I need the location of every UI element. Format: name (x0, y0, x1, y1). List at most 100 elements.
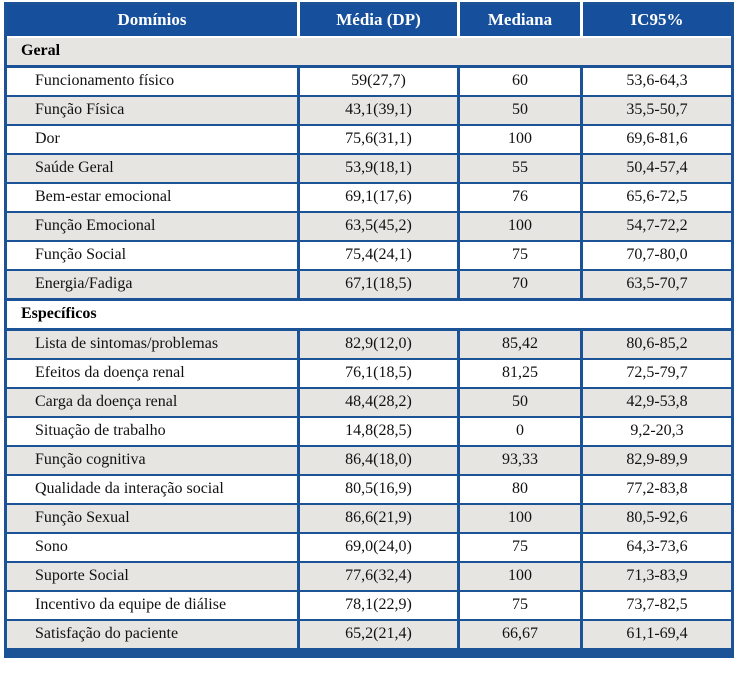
ic95-cell: 82,9-89,9 (580, 445, 733, 475)
table-row: Saúde Geral 53,9(18,1) 55 50,4-57,4 (5, 153, 733, 183)
media-dp-cell: 77,6(32,4) (297, 561, 459, 591)
domain-cell: Função Emocional (5, 211, 299, 241)
domain-cell: Saúde Geral (5, 153, 299, 183)
table-row: Função Sexual 86,6(21,9) 100 80,5-92,6 (5, 503, 733, 533)
mediana-cell: 70 (457, 269, 582, 300)
section-row-especificos: Específicos (5, 298, 733, 331)
domain-cell: Função Social (5, 240, 299, 270)
domains-statistics-table-wrap: Domínios Média (DP) Mediana IC95% Geral F… (4, 2, 734, 658)
ic95-cell: 42,9-53,8 (580, 387, 733, 417)
domain-cell: Carga da doença renal (5, 387, 299, 417)
header-row: Domínios Média (DP) Mediana IC95% (5, 3, 733, 38)
column-header-ic95: IC95% (580, 3, 733, 38)
table-row: Função Emocional 63,5(45,2) 100 54,7-72,2 (5, 211, 733, 241)
media-dp-cell: 86,4(18,0) (297, 445, 459, 475)
ic95-cell: 54,7-72,2 (580, 211, 733, 241)
ic95-cell: 80,6-85,2 (580, 328, 733, 359)
table-row: Funcionamento físico 59(27,7) 60 53,6-64,3 (5, 65, 733, 96)
domain-cell: Dor (5, 124, 299, 154)
table-row: Qualidade da interação social 80,5(16,9) 8… (5, 474, 733, 504)
mediana-cell: 75 (457, 240, 582, 270)
ic95-cell: 50,4-57,4 (580, 153, 733, 183)
domain-cell: Bem-estar emocional (5, 182, 299, 212)
media-dp-cell: 78,1(22,9) (297, 590, 459, 620)
media-dp-cell: 82,9(12,0) (297, 328, 459, 359)
table-row: Função cognitiva 86,4(18,0) 93,33 82,9-89,9 (5, 445, 733, 475)
ic95-cell: 35,5-50,7 (580, 95, 733, 125)
ic95-cell: 53,6-64,3 (580, 65, 733, 96)
mediana-cell: 66,67 (457, 619, 582, 653)
mediana-cell: 55 (457, 153, 582, 183)
ic95-cell: 63,5-70,7 (580, 269, 733, 300)
table-body: Geral Funcionamento físico 59(27,7) 60 53,6-… (5, 37, 733, 653)
section-title: Específicos (5, 298, 733, 331)
domain-cell: Efeitos da doença renal (5, 358, 299, 388)
ic95-cell: 73,7-82,5 (580, 590, 733, 620)
domain-cell: Função Física (5, 95, 299, 125)
media-dp-cell: 69,0(24,0) (297, 532, 459, 562)
table-row: Dor 75,6(31,1) 100 69,6-81,6 (5, 124, 733, 154)
table-row: Suporte Social 77,6(32,4) 100 71,3-83,9 (5, 561, 733, 591)
table-row: Função Física 43,1(39,1) 50 35,5-50,7 (5, 95, 733, 125)
column-header-dominios: Domínios (5, 3, 299, 38)
mediana-cell: 100 (457, 124, 582, 154)
domains-statistics-table: Domínios Média (DP) Mediana IC95% Geral F… (4, 2, 734, 658)
media-dp-cell: 65,2(21,4) (297, 619, 459, 653)
ic95-cell: 72,5-79,7 (580, 358, 733, 388)
mediana-cell: 50 (457, 95, 582, 125)
domain-cell: Suporte Social (5, 561, 299, 591)
media-dp-cell: 80,5(16,9) (297, 474, 459, 504)
domain-cell: Qualidade da interação social (5, 474, 299, 504)
mediana-cell: 60 (457, 65, 582, 96)
mediana-cell: 75 (457, 590, 582, 620)
domain-cell: Funcionamento físico (5, 65, 299, 96)
media-dp-cell: 63,5(45,2) (297, 211, 459, 241)
mediana-cell: 100 (457, 561, 582, 591)
mediana-cell: 0 (457, 416, 582, 446)
ic95-cell: 77,2-83,8 (580, 474, 733, 504)
media-dp-cell: 75,6(31,1) (297, 124, 459, 154)
ic95-cell: 71,3-83,9 (580, 561, 733, 591)
domain-cell: Energia/Fadiga (5, 269, 299, 300)
mediana-cell: 100 (457, 503, 582, 533)
mediana-cell: 50 (457, 387, 582, 417)
domain-cell: Incentivo da equipe de diálise (5, 590, 299, 620)
mediana-cell: 93,33 (457, 445, 582, 475)
ic95-cell: 69,6-81,6 (580, 124, 733, 154)
ic95-cell: 70,7-80,0 (580, 240, 733, 270)
mediana-cell: 100 (457, 211, 582, 241)
table-row: Carga da doença renal 48,4(28,2) 50 42,9-53… (5, 387, 733, 417)
domain-cell: Lista de sintomas/problemas (5, 328, 299, 359)
media-dp-cell: 59(27,7) (297, 65, 459, 96)
domain-cell: Sono (5, 532, 299, 562)
mediana-cell: 80 (457, 474, 582, 504)
column-header-mediana: Mediana (457, 3, 582, 38)
section-title: Geral (5, 37, 733, 68)
media-dp-cell: 76,1(18,5) (297, 358, 459, 388)
mediana-cell: 81,25 (457, 358, 582, 388)
ic95-cell: 80,5-92,6 (580, 503, 733, 533)
domain-cell: Função cognitiva (5, 445, 299, 475)
table-row: Sono 69,0(24,0) 75 64,3-73,6 (5, 532, 733, 562)
table-row: Bem-estar emocional 69,1(17,6) 76 65,6-72,5 (5, 182, 733, 212)
media-dp-cell: 14,8(28,5) (297, 416, 459, 446)
ic95-cell: 61,1-69,4 (580, 619, 733, 653)
table-row: Incentivo da equipe de diálise 78,1(22,9)… (5, 590, 733, 620)
table-row: Função Social 75,4(24,1) 75 70,7-80,0 (5, 240, 733, 270)
media-dp-cell: 67,1(18,5) (297, 269, 459, 300)
table-row: Energia/Fadiga 67,1(18,5) 70 63,5-70,7 (5, 269, 733, 300)
column-header-media-dp: Média (DP) (297, 3, 459, 38)
mediana-cell: 76 (457, 182, 582, 212)
table-row: Lista de sintomas/problemas 82,9(12,0) 85,… (5, 328, 733, 359)
media-dp-cell: 86,6(21,9) (297, 503, 459, 533)
domain-cell: Satisfação do paciente (5, 619, 299, 653)
ic95-cell: 65,6-72,5 (580, 182, 733, 212)
table-row: Efeitos da doença renal 76,1(18,5) 81,25 72… (5, 358, 733, 388)
table-row: Situação de trabalho 14,8(28,5) 0 9,2-20,3 (5, 416, 733, 446)
table-row: Satisfação do paciente 65,2(21,4) 66,67 61,… (5, 619, 733, 653)
ic95-cell: 9,2-20,3 (580, 416, 733, 446)
media-dp-cell: 53,9(18,1) (297, 153, 459, 183)
media-dp-cell: 43,1(39,1) (297, 95, 459, 125)
media-dp-cell: 75,4(24,1) (297, 240, 459, 270)
domain-cell: Função Sexual (5, 503, 299, 533)
